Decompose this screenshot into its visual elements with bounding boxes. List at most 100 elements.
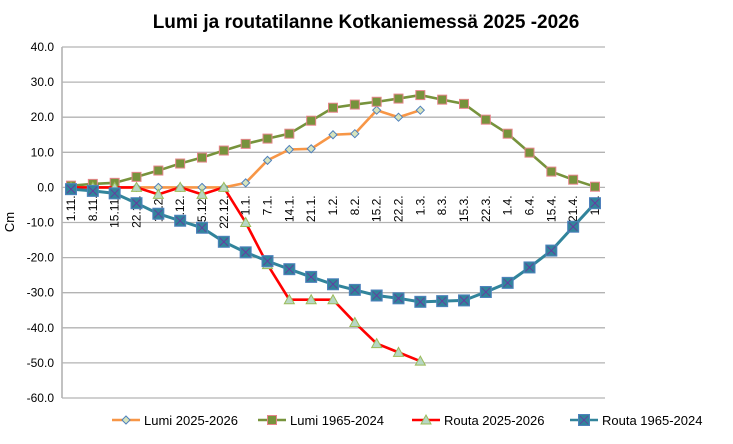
y-axis-label: Cm <box>2 212 17 232</box>
data-point <box>348 316 361 328</box>
legend-label: Lumi 1965-2024 <box>290 413 384 428</box>
x-tick-label: 8.11. <box>86 195 100 221</box>
x-tick-label: 8.3. <box>435 195 449 215</box>
data-point <box>328 130 338 140</box>
data-point <box>306 115 317 126</box>
y-tick-label: -20.0 <box>27 251 55 265</box>
chart-title: Lumi ja routatilanne Kotkaniemessä 2025 … <box>153 12 580 33</box>
data-point-x <box>263 256 272 266</box>
data-point <box>131 171 142 182</box>
data-point <box>240 138 251 149</box>
data-point <box>239 216 252 227</box>
data-point <box>459 98 469 109</box>
data-point <box>480 114 491 125</box>
x-tick-label: 1.1. <box>239 195 253 215</box>
data-point <box>371 105 382 115</box>
data-point <box>371 96 382 107</box>
data-point <box>240 178 251 188</box>
data-point-x <box>590 198 600 208</box>
x-tick-label: 1.3. <box>413 195 427 215</box>
data-point-x <box>219 237 229 247</box>
data-point <box>393 112 404 122</box>
data-point-x <box>110 189 119 198</box>
data-point <box>196 188 208 199</box>
x-tick-label: 1.2. <box>326 195 340 215</box>
data-point-x <box>394 294 403 303</box>
data-point <box>350 128 360 139</box>
data-point-x <box>285 264 294 274</box>
data-point <box>327 293 339 305</box>
x-tick-label: 15.4. <box>544 195 558 222</box>
legend-marker <box>267 415 277 425</box>
legend-label: Lumi 2025-2026 <box>144 413 238 428</box>
legend-marker <box>121 415 131 425</box>
data-point-x <box>568 222 578 231</box>
data-point-x <box>197 223 207 233</box>
x-tick-label: 22.12. <box>217 195 231 228</box>
data-point-x <box>241 248 250 257</box>
data-point-x <box>66 184 76 194</box>
data-point-x <box>372 291 381 300</box>
data-point <box>590 181 600 192</box>
series-lumi-1965-2024 <box>66 90 600 192</box>
x-tick-label: 15.3. <box>457 195 471 222</box>
series-routa-1965-2024 <box>65 183 601 308</box>
data-point <box>305 293 318 305</box>
data-point <box>174 181 187 192</box>
data-point-x <box>437 296 447 306</box>
data-point-x <box>175 216 185 226</box>
data-point <box>568 174 579 185</box>
x-tick-label: 15.12. <box>195 195 209 228</box>
data-point-x <box>459 296 469 305</box>
y-tick-label: -30.0 <box>27 286 55 300</box>
legend-marker-x <box>579 415 589 425</box>
data-point <box>283 293 296 305</box>
x-tick-label: 21.4. <box>566 195 580 222</box>
data-point <box>175 158 186 169</box>
data-point-x <box>525 263 534 272</box>
x-tick-label: 7.1. <box>261 195 275 215</box>
y-tick-label: 40.0 <box>31 40 55 54</box>
data-point <box>392 346 405 357</box>
data-point <box>218 145 229 156</box>
data-point <box>262 133 273 144</box>
data-point <box>328 102 338 113</box>
x-tick-label: 6.4. <box>523 195 537 215</box>
y-tick-label: -50.0 <box>27 356 55 370</box>
data-point <box>306 144 316 154</box>
x-tick-label: 15.11. <box>108 195 122 227</box>
y-tick-label: -60.0 <box>27 391 55 405</box>
y-tick-label: 10.0 <box>31 145 55 159</box>
data-point-x <box>481 287 491 297</box>
data-point <box>415 105 426 115</box>
x-tick-label: 1.4. <box>501 195 515 215</box>
y-tick-label: 30.0 <box>31 75 55 89</box>
x-tick-label: 15.2. <box>370 195 384 222</box>
data-point <box>197 152 207 163</box>
data-point <box>349 99 360 110</box>
data-point-x <box>350 285 360 295</box>
data-point <box>284 144 295 155</box>
data-point <box>262 155 273 166</box>
legend-marker <box>420 413 432 425</box>
legend-label: Routa 1965-2024 <box>602 413 702 428</box>
y-tick-label: -10.0 <box>27 216 55 230</box>
legend-label: Routa 2025-2026 <box>444 413 544 428</box>
data-point <box>393 93 404 104</box>
x-tick-label: 22.3. <box>479 195 493 222</box>
data-point <box>284 128 295 139</box>
y-tick-label: 20.0 <box>31 110 55 124</box>
x-tick-label: 1.11. <box>64 195 78 221</box>
data-point-x <box>132 198 141 208</box>
data-point <box>502 128 513 139</box>
data-point <box>130 181 143 192</box>
data-point <box>415 90 426 101</box>
data-point <box>437 94 448 105</box>
data-point-x <box>328 279 338 289</box>
data-point <box>546 166 557 177</box>
data-point-x <box>154 209 163 219</box>
data-point <box>524 147 535 158</box>
x-tick-label: 21.1. <box>304 195 318 222</box>
